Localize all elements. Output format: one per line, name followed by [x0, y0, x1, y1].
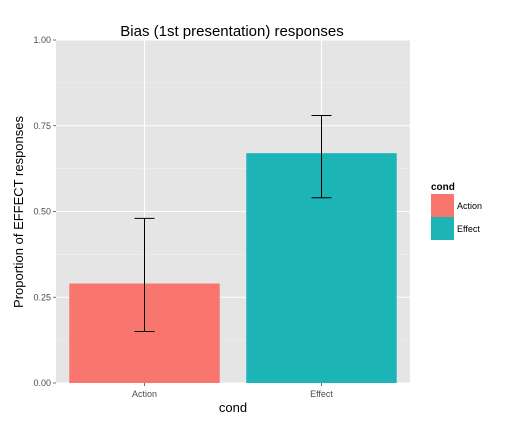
legend: cond Action Effect — [431, 182, 482, 240]
y-tick-label: 0.25 — [33, 292, 51, 302]
x-axis: Action Effect — [132, 383, 333, 399]
y-tick-label: 0.00 — [33, 378, 51, 388]
x-axis-title: cond — [219, 400, 247, 415]
y-tick-label: 1.00 — [33, 35, 51, 45]
y-tick-label: 0.75 — [33, 121, 51, 131]
legend-label: Action — [457, 201, 482, 211]
y-axis: 0.00 0.25 0.50 0.75 1.00 — [33, 35, 56, 388]
legend-label: Effect — [457, 224, 480, 234]
legend-title: cond — [431, 182, 455, 193]
legend-swatch-effect — [431, 217, 454, 240]
y-axis-title: Proportion of EFFECT responses — [11, 116, 26, 308]
x-tick-label: Effect — [310, 389, 333, 399]
chart-title: Bias (1st presentation) responses — [120, 23, 343, 40]
y-tick-label: 0.50 — [33, 207, 51, 217]
x-tick-label: Action — [132, 389, 157, 399]
legend-swatch-action — [431, 194, 454, 217]
error-bars — [134, 114, 332, 333]
